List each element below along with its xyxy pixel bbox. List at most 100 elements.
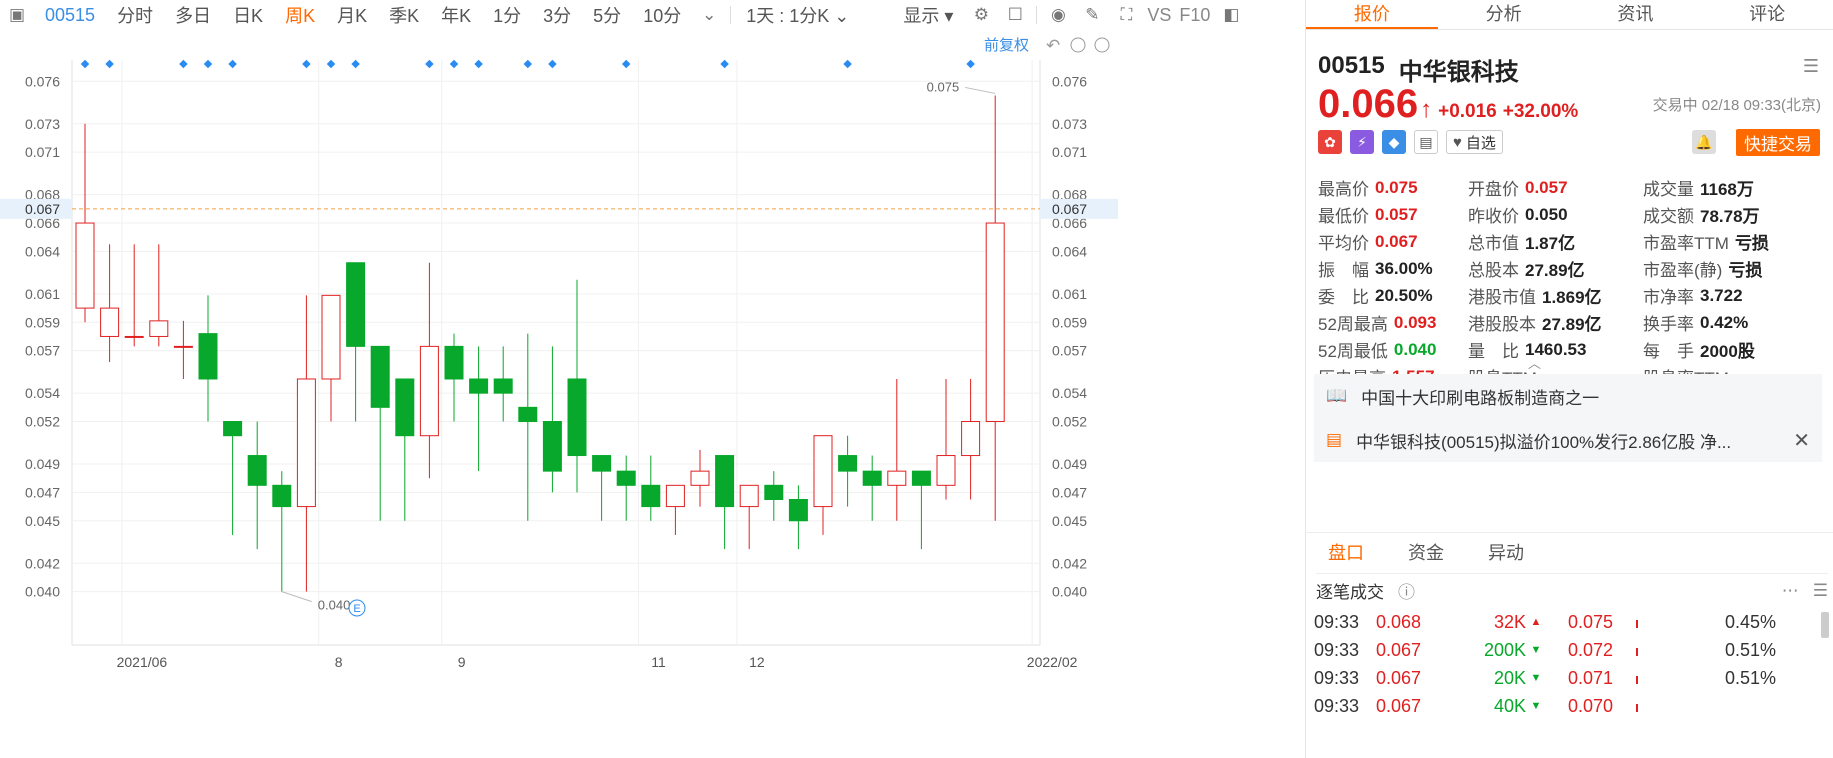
level-bar (1636, 696, 1706, 717)
quote-panel: 报价 分析 资讯 评论 00515 中华银科技 ☰ 0.066 ↑ +0.016 +3… (1305, 0, 1833, 758)
x-tick-label: 8 (335, 654, 343, 670)
stat-label: 换手率 (1643, 315, 1694, 334)
sidebar-toggle-icon[interactable]: ◧ (1223, 5, 1240, 24)
period-tab[interactable]: 日K (233, 6, 264, 26)
close-icon[interactable]: ✕ (1793, 429, 1810, 452)
candle-body (862, 470, 882, 486)
fuquan-label: 前复权 (984, 36, 1029, 54)
add-watchlist-button[interactable]: ♥ 自选 (1446, 130, 1503, 154)
info-icon[interactable]: ⓘ (1398, 583, 1415, 602)
fullscreen-icon[interactable]: ⛶ (1120, 5, 1133, 24)
tag-icon[interactable]: ◆ (1382, 130, 1406, 154)
news-text: 中国十大印刷电路板制造商之一 (1361, 388, 1600, 408)
candle-body (370, 345, 390, 408)
stat-value: 0.057 (1525, 177, 1568, 197)
scrollbar[interactable] (1821, 612, 1829, 638)
tick-price: 0.067 (1376, 695, 1422, 716)
candle-body (542, 421, 562, 472)
stat-label: 港股股本 (1468, 315, 1536, 334)
news-item[interactable]: ▤ 中华银科技(00515)拟溢价100%发行2.86亿股 净... ✕ (1314, 418, 1822, 462)
period-tab[interactable]: 5分 (593, 6, 622, 26)
menu-icon[interactable]: ☰ (1802, 56, 1819, 76)
collapse-icon[interactable]: ︿ (1528, 356, 1542, 371)
detail-tab[interactable]: 异动 (1488, 543, 1524, 563)
y-tick-label: 0.068 (25, 187, 60, 203)
f10-button[interactable]: F10 (1179, 4, 1211, 25)
candle-body (444, 345, 464, 380)
watchlist-label: 自选 (1465, 134, 1496, 152)
detail-tab[interactable]: 盘口 (1328, 543, 1364, 563)
tick-volume: 200K (1483, 639, 1526, 660)
display-menu[interactable]: 显示 ▾ (903, 6, 954, 26)
display-label: 显示 (903, 6, 940, 26)
bell-icon[interactable]: 🔔 (1692, 130, 1716, 154)
quote-tab[interactable]: 资讯 (1617, 4, 1654, 24)
panel-toggle-icon[interactable]: ▣ (8, 5, 26, 24)
up-arrow-icon: ↑ (1420, 96, 1433, 123)
quick-trade-button[interactable]: 快捷交易 (1736, 129, 1820, 156)
pencil-icon[interactable]: ✎ (1085, 5, 1100, 24)
candle-body (739, 484, 759, 508)
price-change-pct: +32.00% (1502, 101, 1579, 122)
candle-body (198, 333, 218, 380)
period-tab[interactable]: 月K (337, 6, 368, 26)
kline-chart[interactable]: 0.076 0.076 0.073 0.073 0.071 0.071 0.068 0.068… (0, 30, 1305, 758)
level-price: 0.071 (1568, 667, 1614, 688)
stat-item: 市盈率(静) 亏损 (1643, 258, 1828, 280)
period-tab[interactable]: 多日 (175, 6, 212, 26)
tick-time: 09:33 (1314, 695, 1360, 716)
period-tab[interactable]: 3分 (543, 6, 572, 26)
divider (730, 6, 732, 24)
y-tick-label: 0.054 (25, 385, 60, 401)
tick-row: 09:33 0.067 200K ▼ 0.072 0.51% (1306, 636, 1833, 664)
camera-icon[interactable]: ◉ (1050, 5, 1066, 24)
period-tab[interactable]: 周K (285, 6, 316, 26)
stat-label: 市盈率(静) (1643, 261, 1723, 280)
y-tick-label: 0.061 (1052, 286, 1087, 302)
list-icon[interactable]: ☰ (1812, 580, 1828, 600)
period-tab[interactable]: 10分 (643, 6, 682, 26)
tick-time: 09:33 (1314, 611, 1360, 632)
news-item[interactable]: 📖 中国十大印刷电路板制造商之一 (1314, 374, 1822, 418)
more-icon[interactable]: ⋯ (1781, 580, 1799, 600)
stat-item: 委 比 20.50% (1318, 285, 1468, 308)
tick-time: 09:33 (1314, 667, 1360, 688)
period-select-label: 1天 : 1分K (746, 6, 830, 26)
y-tick-label: 0.054 (1052, 385, 1087, 401)
level-price: 0.075 (1568, 611, 1614, 632)
stat-label: 52周最高 (1318, 315, 1388, 334)
tick-volume: 32K (1493, 611, 1526, 632)
tick-price: 0.067 (1376, 639, 1422, 660)
period-tab[interactable]: 1分 (493, 6, 522, 26)
level-pct: 0.51% (1724, 667, 1776, 688)
y-tick-label: 0.049 (25, 456, 60, 472)
period-tab[interactable]: 分时 (117, 6, 154, 26)
chevron-down-icon[interactable]: ⌄ (702, 5, 717, 24)
vs-button[interactable]: VS (1147, 4, 1172, 25)
hk-flag-icon[interactable]: ✿ (1318, 130, 1342, 154)
quote-tab[interactable]: 报价 (1306, 0, 1438, 29)
bookmark-icon[interactable]: ▤ (1414, 130, 1438, 154)
news-text: 中华银科技(00515)拟溢价100%发行2.86亿股 净... (1356, 432, 1732, 452)
period-select[interactable]: 1天 : 1分K ⌄ (746, 6, 850, 26)
detail-tab[interactable]: 资金 (1408, 543, 1444, 563)
stat-value: 0.067 (1375, 231, 1418, 251)
heart-icon: ♥ (1453, 133, 1462, 151)
stat-label: 平均价 (1318, 234, 1369, 253)
lightning-icon[interactable]: ⚡ (1350, 130, 1374, 154)
max-leader (965, 86, 996, 94)
quote-tab[interactable]: 评论 (1749, 4, 1786, 24)
period-tab[interactable]: 季K (389, 6, 420, 26)
quote-tab[interactable]: 分析 (1485, 4, 1522, 24)
y-tick-label: 0.052 (1052, 414, 1087, 430)
settings-icon[interactable]: ⚙ (973, 5, 990, 24)
period-tab[interactable]: 年K (441, 6, 472, 26)
x-tick-label: 2021/06 (117, 654, 168, 670)
layout-icon[interactable]: ☐ (1007, 5, 1024, 24)
event-dot (179, 59, 188, 69)
stat-label: 每 手 (1643, 342, 1694, 361)
stat-label: 总市值 (1468, 234, 1519, 253)
y-tick-label: 0.064 (25, 243, 60, 259)
level-bar (1636, 640, 1706, 661)
y-tick-label: 0.040 (1052, 584, 1087, 600)
